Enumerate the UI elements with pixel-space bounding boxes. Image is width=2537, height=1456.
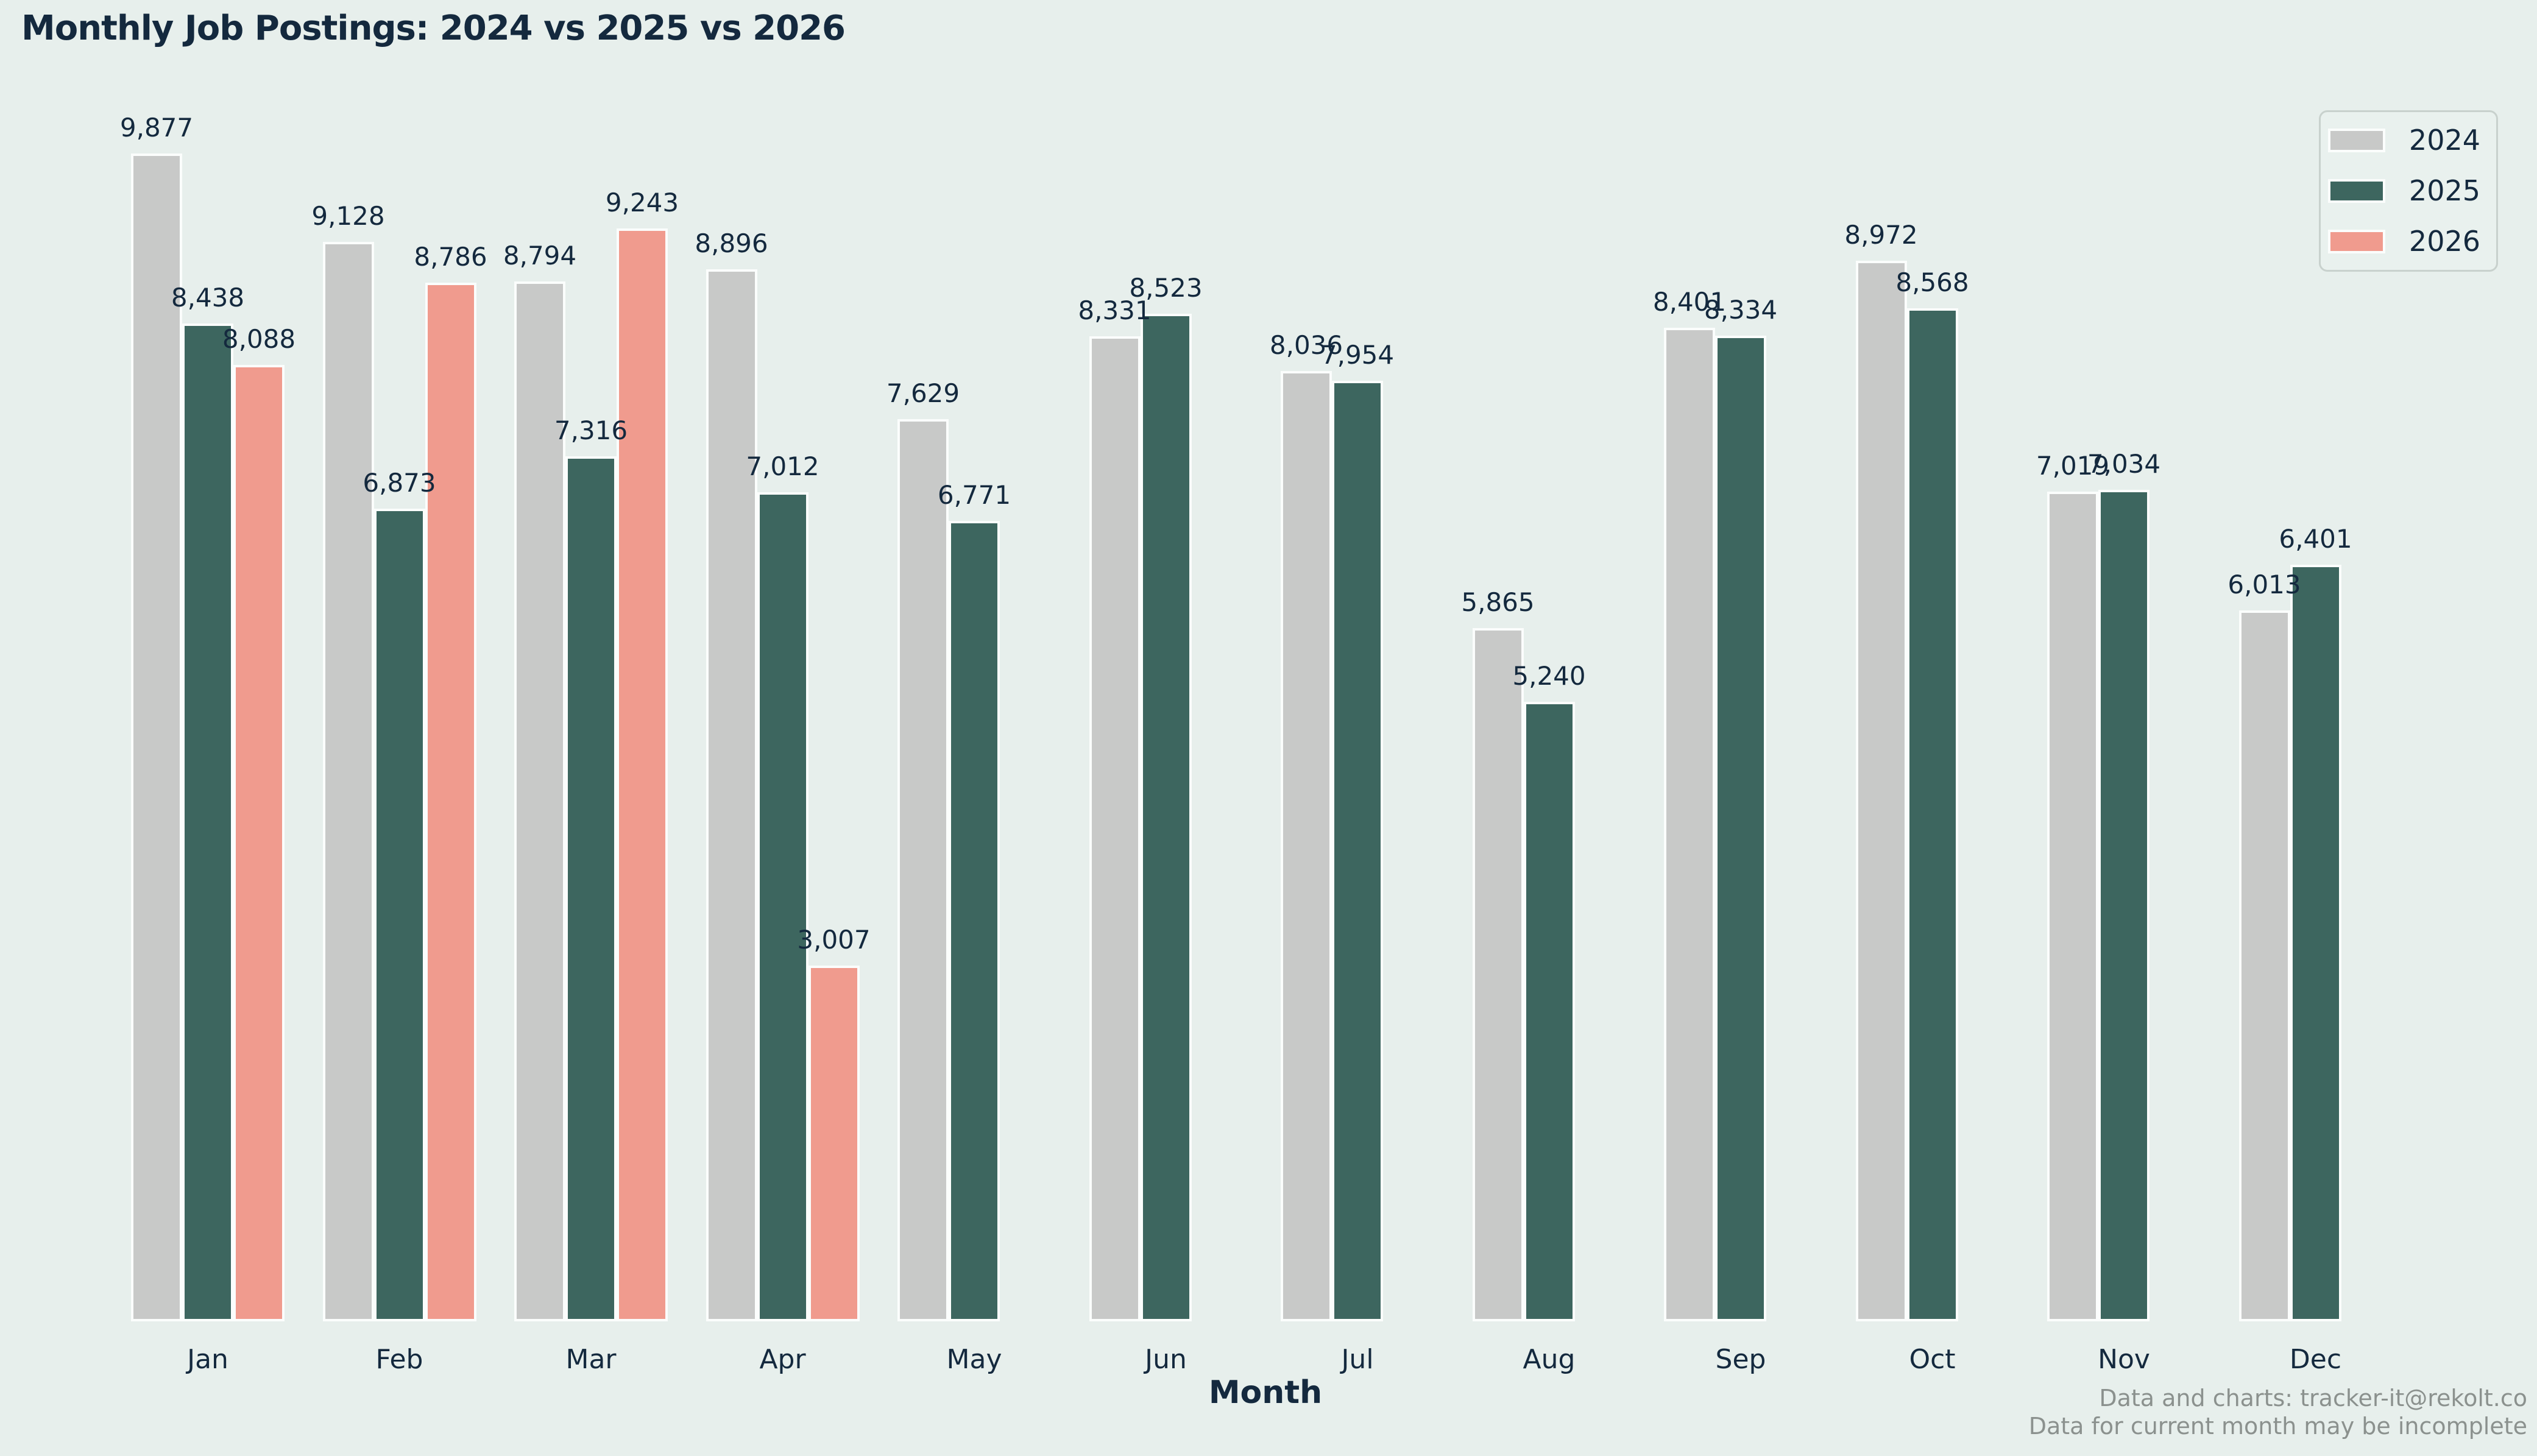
bar-nov-2024 (2047, 492, 2098, 1321)
bar-apr-2024 (706, 269, 757, 1321)
legend-row-2025: 2025 (2327, 174, 2480, 207)
x-tick-dec: Dec (2289, 1344, 2342, 1375)
x-tick-nov: Nov (2098, 1344, 2150, 1375)
bar-group-apr: 8,896 7,012 3,007 (695, 0, 871, 1321)
bar-feb-2025 (373, 509, 425, 1321)
bar-dec-2024 (2238, 610, 2290, 1321)
x-tick-sep: Sep (1715, 1344, 1766, 1375)
legend-label-2026: 2026 (2408, 225, 2480, 258)
bar-value-mar-2024: 8,794 (503, 241, 577, 270)
bar-mar-2026 (617, 228, 668, 1321)
bar-value-jan-2025: 8,438 (171, 283, 245, 313)
bar-group-feb: 9,128 6,873 8,786 (311, 0, 487, 1321)
bar-group-jan: 9,877 8,438 8,088 (120, 0, 295, 1321)
bar-group-nov: 7,019 7,034 (2036, 0, 2201, 1321)
bar-group-may: 7,629 6,771 (886, 0, 1051, 1321)
bar-mar-2024 (514, 281, 565, 1321)
bar-oct-2025 (1906, 308, 1958, 1321)
footer-note-line: Data for current month may be incomplete (2028, 1413, 2527, 1440)
bar-aug-2025 (1523, 702, 1575, 1321)
bar-jun-2025 (1140, 314, 1192, 1321)
bar-group-sep: 8,401 8,334 (1653, 0, 1817, 1321)
bar-oct-2024 (1855, 261, 1907, 1321)
bar-group-dec: 6,013 6,401 (2227, 0, 2393, 1321)
x-tick-apr: Apr (759, 1344, 806, 1375)
bar-dec-2025 (2290, 565, 2341, 1321)
x-tick-jun: Jun (1145, 1344, 1187, 1375)
bar-value-mar-2025: 7,316 (554, 415, 628, 445)
x-tick-jan: Jan (187, 1344, 228, 1375)
bar-value-apr-2024: 8,896 (695, 228, 768, 258)
bar-value-sep-2025: 8,334 (1704, 295, 1778, 325)
bar-feb-2026 (425, 283, 476, 1321)
x-tick-oct: Oct (1909, 1344, 1956, 1375)
bar-nov-2025 (2098, 490, 2150, 1321)
bar-value-jul-2024: 8,036 (1269, 330, 1343, 360)
x-axis-label: Month (1208, 1374, 1323, 1411)
bar-value-sep-2024: 8,401 (1652, 287, 1727, 317)
x-tick-aug: Aug (1523, 1344, 1576, 1375)
bar-jul-2025 (1332, 381, 1383, 1321)
bar-value-feb-2024: 9,128 (311, 201, 385, 231)
x-tick-mar: Mar (565, 1344, 617, 1375)
bar-aug-2024 (1472, 628, 1524, 1321)
bar-value-jan-2024: 9,877 (119, 113, 194, 143)
bar-value-nov-2025: 7,034 (2087, 449, 2161, 479)
legend-swatch-2024 (2327, 128, 2385, 152)
chart-title: Monthly Job Postings: 2024 vs 2025 vs 20… (21, 9, 846, 48)
chart-footer: Data and charts: tracker-it@rekolt.co Da… (2029, 1384, 2527, 1440)
plot-area: 9,877 8,438 8,088 9,128 6,873 8,786 8,794 7,316… (120, 0, 2393, 1321)
bar-value-jan-2026: 8,088 (222, 324, 296, 354)
bar-value-may-2025: 6,771 (937, 480, 1011, 510)
legend-row-2026: 2026 (2327, 225, 2480, 258)
legend-swatch-2026 (2327, 229, 2385, 253)
bar-apr-2025 (757, 492, 809, 1321)
legend: 2024 2025 2026 (2318, 110, 2498, 272)
bar-value-aug-2025: 5,240 (1512, 661, 1586, 691)
bar-jan-2025 (182, 323, 233, 1321)
bar-value-jun-2025: 8,523 (1129, 273, 1203, 303)
x-tick-feb: Feb (375, 1344, 423, 1375)
bar-group-oct: 8,972 8,568 (1844, 0, 2009, 1321)
bar-value-nov-2024: 7,019 (2036, 451, 2110, 481)
legend-row-2024: 2024 (2327, 124, 2480, 157)
bar-value-may-2024: 7,629 (886, 378, 960, 408)
bar-may-2024 (897, 419, 949, 1321)
x-tick-may: May (946, 1344, 1002, 1375)
bar-group-mar: 8,794 7,316 9,243 (503, 0, 679, 1321)
bar-value-feb-2026: 8,786 (414, 242, 487, 272)
bar-value-jul-2025: 7,954 (1320, 340, 1395, 370)
bar-jan-2024 (131, 154, 182, 1321)
bar-value-aug-2024: 5,865 (1461, 587, 1535, 617)
bar-value-mar-2026: 9,243 (605, 188, 679, 217)
bar-value-dec-2025: 6,401 (2279, 524, 2352, 554)
bar-jan-2026 (233, 365, 285, 1321)
footer-credit-line: Data and charts: tracker-it@rekolt.co (2099, 1385, 2527, 1412)
bar-group-jul: 8,036 7,954 (1270, 0, 1434, 1321)
bar-may-2025 (949, 521, 1000, 1321)
bar-value-jun-2024: 8,331 (1078, 295, 1152, 325)
bar-apr-2026 (808, 966, 860, 1321)
x-tick-jul: Jul (1341, 1344, 1374, 1375)
bar-value-apr-2025: 7,012 (746, 451, 819, 481)
bar-feb-2024 (322, 242, 374, 1321)
bar-group-jun: 8,331 8,523 (1078, 0, 1243, 1321)
bar-value-feb-2025: 6,873 (363, 468, 436, 498)
legend-label-2025: 2025 (2408, 174, 2480, 207)
bar-value-oct-2024: 8,972 (1844, 220, 1918, 250)
bar-sep-2024 (1664, 328, 1715, 1321)
legend-swatch-2025 (2327, 178, 2385, 203)
bar-sep-2025 (1715, 336, 1766, 1321)
bar-value-apr-2026: 3,007 (797, 925, 871, 955)
legend-label-2024: 2024 (2408, 124, 2480, 157)
bar-mar-2025 (565, 456, 617, 1321)
bar-group-aug: 5,865 5,240 (1461, 0, 1626, 1321)
bar-value-oct-2025: 8,568 (1895, 267, 1969, 297)
bar-jul-2024 (1281, 371, 1332, 1321)
bar-jun-2024 (1089, 336, 1141, 1321)
bar-value-dec-2024: 6,013 (2227, 570, 2301, 599)
